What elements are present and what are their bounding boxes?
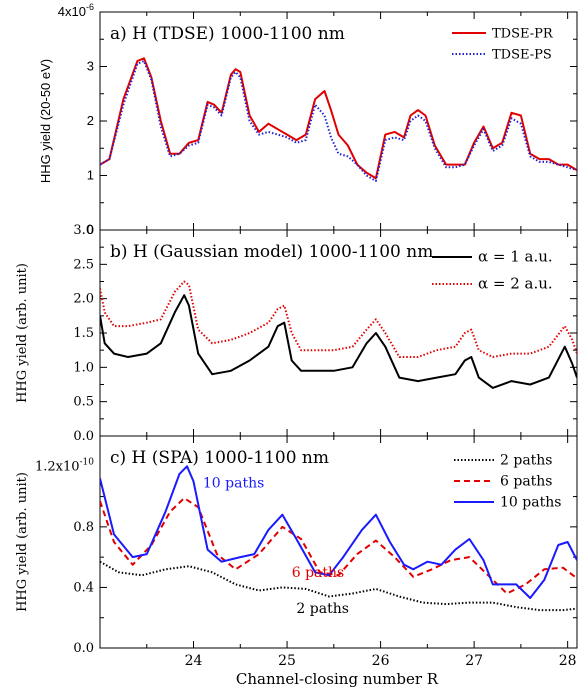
legend-label: α = 2 a.u. — [478, 275, 553, 293]
y-axis-label: HHG yield (arb. unit) — [15, 263, 30, 403]
y-bottom-label: 0.0 — [73, 429, 94, 444]
x-tick-label: 28 — [559, 653, 577, 669]
series-line-1 — [100, 294, 577, 389]
panel-b-gaussian-model: 0.5 1.0 1.5 2.0 2.5 0.0 3.0 b) H (Gaussian mode… — [15, 223, 578, 444]
legend-label: 10 paths — [500, 495, 561, 511]
x-tick-label: 26 — [372, 653, 390, 669]
legend-label: α = 1 a.u. — [478, 248, 553, 266]
y-top-label: 3.0 — [73, 223, 94, 238]
x-axis-label: Channel-closing number R — [236, 670, 439, 688]
legend: 2 paths 6 paths 10 paths — [454, 453, 561, 511]
series-line-3 — [100, 465, 577, 599]
panel-a-tdse: 1 2 3 0 4x10-6 a) H (TDSE) 1000-1100 nm HHG yi… — [38, 2, 578, 237]
y-tick-label: 2.5 — [73, 257, 94, 272]
legend-label: 2 paths — [500, 453, 553, 469]
series-line-2 — [100, 280, 577, 358]
x-tick-label: 25 — [278, 653, 296, 669]
legend-label: TDSE-PR — [492, 27, 554, 42]
y-tick-label: 2 — [87, 113, 94, 128]
y-exponent-base: 4x10 — [58, 4, 86, 19]
y-exponent-label: 1.2x10-10 — [35, 457, 94, 474]
panel-title: c) H (SPA) 1000-1100 nm — [110, 448, 329, 468]
legend: TDSE-PR TDSE-PS — [452, 27, 554, 63]
y-bottom-label: 0.0 — [73, 641, 94, 656]
y-bottom-label: 0 — [87, 222, 94, 237]
y-exponent-base: 1.2x10 — [35, 459, 80, 474]
y-tick-label: 3 — [87, 59, 94, 74]
y-axis-label: HHG yield (arb. unit) — [15, 472, 30, 612]
y-tick-label: 1.0 — [73, 360, 94, 375]
y-tick-label: 1.5 — [73, 326, 94, 341]
legend-label: 6 paths — [500, 474, 553, 490]
y-tick-label: 2.0 — [73, 292, 94, 307]
series-line-2 — [100, 60, 577, 182]
panel-title: b) H (Gaussian model) 1000-1100 nm — [110, 242, 433, 262]
panel-title: a) H (TDSE) 1000-1100 nm — [110, 24, 345, 44]
x-tick-label: 24 — [185, 653, 203, 669]
series-line-1 — [100, 560, 577, 612]
legend: α = 1 a.u. α = 2 a.u. — [432, 248, 553, 293]
plot-frame — [99, 435, 578, 649]
series-line-2 — [100, 497, 577, 595]
y-exponent-sup: -6 — [86, 2, 94, 12]
x-tick-label: 27 — [465, 653, 483, 669]
y-tick-label: 1 — [87, 168, 94, 183]
annotation-label: 6 paths — [292, 565, 345, 581]
y-exponent-sup: -10 — [80, 457, 95, 467]
annotation-label: 2 paths — [296, 601, 349, 617]
y-exponent-label: 4x10-6 — [58, 2, 94, 19]
panel-c-spa: 0.4 0.8 0.0 1.2x10-10 24 25 26 27 28 c) H (SPA) 1… — [15, 435, 578, 669]
y-axis-label: HHG yield (20-50 eV) — [38, 59, 53, 183]
y-tick-label: 0.5 — [73, 395, 94, 410]
annotation-label: 10 paths — [203, 475, 264, 491]
legend-label: TDSE-PS — [492, 48, 552, 63]
series-line-1 — [100, 57, 577, 180]
plot-frame — [99, 11, 578, 231]
y-tick-label: 0.4 — [73, 580, 94, 595]
y-tick-label: 0.8 — [73, 520, 94, 535]
